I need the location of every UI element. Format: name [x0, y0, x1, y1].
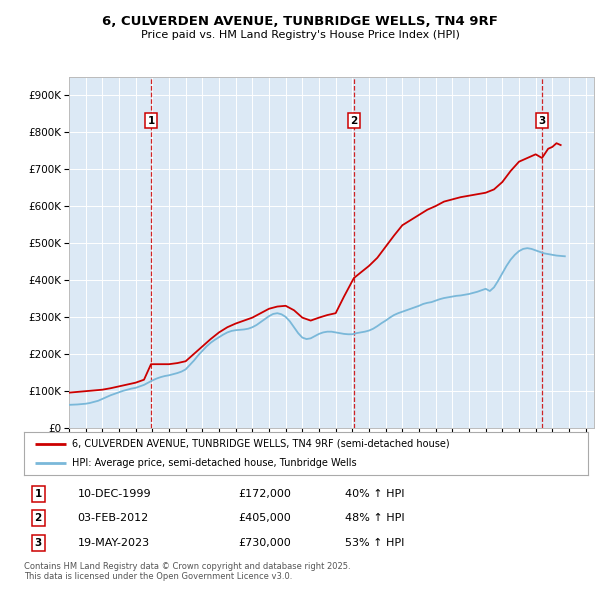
Text: 03-FEB-2012: 03-FEB-2012 [77, 513, 149, 523]
Text: 48% ↑ HPI: 48% ↑ HPI [346, 513, 405, 523]
Text: 3: 3 [34, 538, 42, 548]
Text: HPI: Average price, semi-detached house, Tunbridge Wells: HPI: Average price, semi-detached house,… [72, 458, 356, 468]
Text: 6, CULVERDEN AVENUE, TUNBRIDGE WELLS, TN4 9RF (semi-detached house): 6, CULVERDEN AVENUE, TUNBRIDGE WELLS, TN… [72, 439, 449, 449]
Text: 1: 1 [34, 489, 42, 499]
Text: 3: 3 [538, 116, 545, 126]
Text: 1: 1 [148, 116, 155, 126]
Text: £172,000: £172,000 [238, 489, 291, 499]
Text: £405,000: £405,000 [238, 513, 291, 523]
Text: 19-MAY-2023: 19-MAY-2023 [77, 538, 150, 548]
Text: 53% ↑ HPI: 53% ↑ HPI [346, 538, 405, 548]
Text: Price paid vs. HM Land Registry's House Price Index (HPI): Price paid vs. HM Land Registry's House … [140, 30, 460, 40]
Text: 40% ↑ HPI: 40% ↑ HPI [346, 489, 405, 499]
Text: £730,000: £730,000 [238, 538, 291, 548]
Text: 10-DEC-1999: 10-DEC-1999 [77, 489, 151, 499]
Text: 6, CULVERDEN AVENUE, TUNBRIDGE WELLS, TN4 9RF: 6, CULVERDEN AVENUE, TUNBRIDGE WELLS, TN… [102, 15, 498, 28]
Text: 2: 2 [350, 116, 358, 126]
Text: 2: 2 [34, 513, 42, 523]
Text: Contains HM Land Registry data © Crown copyright and database right 2025.
This d: Contains HM Land Registry data © Crown c… [24, 562, 350, 581]
